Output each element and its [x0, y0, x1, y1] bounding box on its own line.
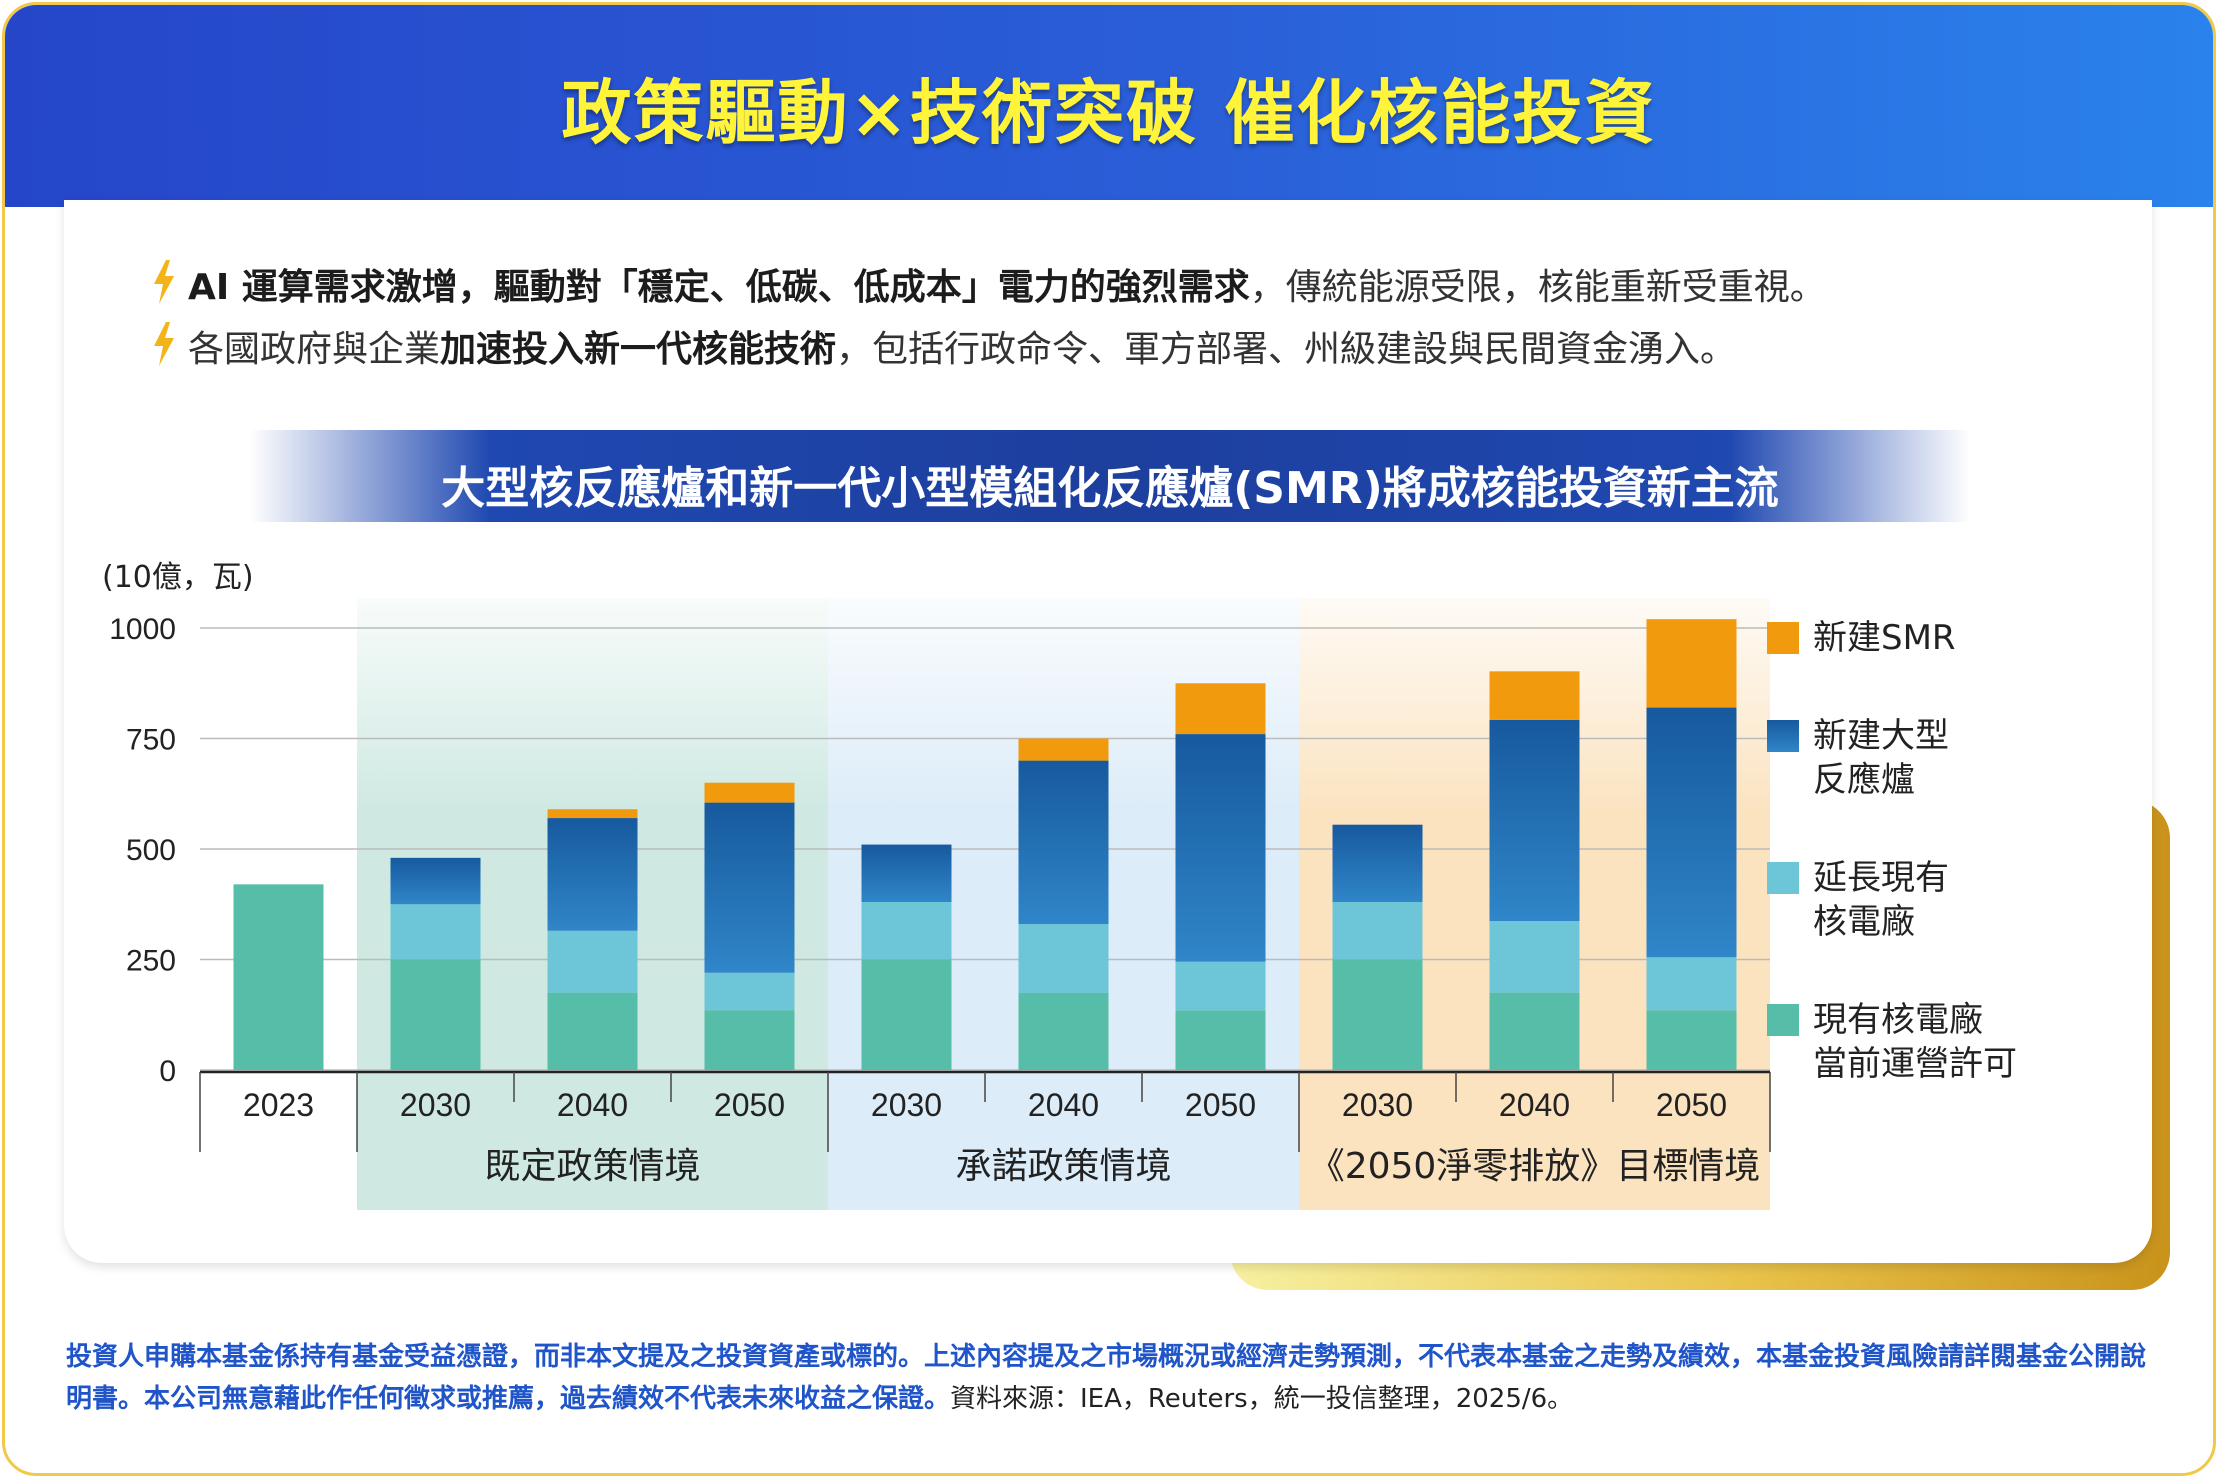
bar-large [547, 818, 638, 931]
bar-smr [1489, 671, 1580, 720]
bar-extend [390, 904, 481, 960]
bar-existing [1646, 1010, 1737, 1070]
bar-existing [233, 884, 324, 1070]
legend-label: 反應爐 [1813, 760, 1915, 800]
y-tick-label: 0 [159, 1055, 176, 1088]
x-tick-label: 2050 [1656, 1087, 1727, 1123]
bar-extend [1332, 902, 1423, 960]
bar-large [1646, 707, 1737, 958]
bullet-1-bold: AI 運算需求激增，驅動對「穩定、低碳、低成本」電力的強烈需求 [188, 267, 1250, 308]
y-tick-label: 250 [126, 945, 176, 978]
bullet-2-pre: 各國政府與企業 [188, 329, 441, 370]
disclaimer-text: 投資人申購本基金係持有基金受益憑證，而非本文提及之投資資產或標的。上述內容提及之… [66, 1342, 2147, 1414]
bar-large [1332, 824, 1423, 903]
y-tick-label: 750 [126, 724, 176, 757]
bullet-2-bold: 加速投入新一代核能技術 [440, 329, 837, 370]
x-tick-label: 2040 [1028, 1087, 1099, 1123]
x-tick-label: 2030 [871, 1087, 942, 1123]
bullet-1: AI 運算需求激增，驅動對「穩定、低碳、低成本」電力的強烈需求，傳統能源受限，核… [154, 258, 1826, 310]
bar-extend [1018, 924, 1109, 993]
bullet-1-text: ，傳統能源受限，核能重新受重視。 [1249, 267, 1826, 308]
scenario-label: 《2050淨零排放》目標情境 [1309, 1146, 1761, 1187]
bar-smr [1018, 738, 1109, 761]
y-axis-unit: (10億，瓦) [102, 560, 254, 595]
bar-large [1175, 734, 1266, 962]
bar-extend [1489, 921, 1580, 993]
legend-item-large: 新建大型 反應爐 [1767, 714, 1949, 802]
legend-swatch [1767, 1004, 1799, 1036]
data-source: 資料來源：IEA，Reuters，統一投信整理，2025/6。 [950, 1384, 1574, 1414]
legend-label: 當前運營許可 [1813, 1044, 2017, 1084]
lightning-icon [154, 322, 174, 366]
x-tick-label: 2023 [243, 1087, 314, 1123]
y-tick-label: 1000 [109, 613, 176, 646]
y-tick-label: 500 [126, 834, 176, 867]
bar-extend [704, 972, 795, 1011]
bar-extend [861, 902, 952, 960]
x-tick-label: 2040 [557, 1087, 628, 1123]
x-tick-label: 2040 [1499, 1087, 1570, 1123]
legend-swatch [1767, 862, 1799, 894]
legend-label: 現有核電廠 [1813, 1000, 1983, 1040]
disclaimer: 投資人申購本基金係持有基金受益憑證，而非本文提及之投資資產或標的。上述內容提及之… [66, 1336, 2156, 1420]
scenario-label: 承諾政策情境 [955, 1146, 1171, 1187]
chart-title-banner: 大型核反應爐和新一代小型模組化反應爐(SMR)將成核能投資新主流 [250, 430, 1970, 522]
x-tick-label: 2050 [714, 1087, 785, 1123]
legend-label: 新建大型 [1813, 716, 1949, 756]
x-tick-label: 2030 [400, 1087, 471, 1123]
legend-label: 延長現有 [1813, 858, 1949, 898]
bar-existing [390, 959, 481, 1070]
legend-item-existing: 現有核電廠 當前運營許可 [1767, 998, 2017, 1086]
scenario-label: 既定政策情境 [484, 1146, 700, 1187]
bar-large [1018, 760, 1109, 925]
legend-label: 核電廠 [1813, 902, 1915, 942]
bar-smr [1175, 683, 1266, 735]
lightning-icon [154, 260, 174, 304]
legend-swatch [1767, 622, 1799, 654]
chart-title: 大型核反應爐和新一代小型模組化反應爐(SMR)將成核能投資新主流 [441, 463, 1779, 514]
bar-large [861, 844, 952, 903]
bar-smr [1646, 619, 1737, 708]
bar-existing [1018, 992, 1109, 1070]
header-banner: 政策驅動×技術突破 催化核能投資 [5, 5, 2213, 207]
bar-large [390, 857, 481, 905]
bar-large [704, 802, 795, 973]
legend-label: 新建SMR [1813, 618, 1956, 658]
bar-existing [547, 992, 638, 1070]
legend-item-extend: 延長現有 核電廠 [1767, 856, 1949, 944]
bar-smr [704, 782, 795, 803]
bar-extend [1175, 961, 1266, 1011]
legend-item-smr: 新建SMR [1767, 616, 1956, 660]
bar-extend [547, 930, 638, 993]
legend-swatch [1767, 720, 1799, 752]
x-tick-label: 2050 [1185, 1087, 1256, 1123]
bar-existing [861, 959, 952, 1070]
bar-large [1489, 719, 1580, 922]
x-tick-label: 2030 [1342, 1087, 1413, 1123]
bar-existing [704, 1010, 795, 1070]
bar-existing [1489, 992, 1580, 1070]
bullet-2: 各國政府與企業加速投入新一代核能技術，包括行政命令、軍方部署、州級建設與民間資金… [154, 320, 1737, 372]
bar-existing [1175, 1010, 1266, 1070]
page-title: 政策驅動×技術突破 催化核能投資 [561, 72, 1657, 154]
bullet-2-text: ，包括行政命令、軍方部署、州級建設與民間資金湧入。 [836, 329, 1737, 370]
bar-extend [1646, 957, 1737, 1011]
bar-smr [547, 809, 638, 819]
bar-existing [1332, 959, 1423, 1070]
